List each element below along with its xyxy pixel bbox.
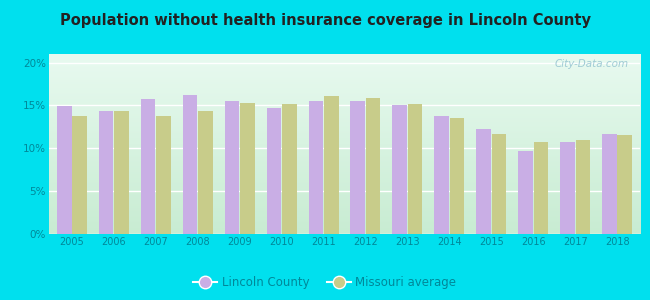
Bar — [225, 101, 239, 234]
Bar — [309, 101, 323, 234]
Bar — [491, 134, 506, 234]
Bar — [183, 95, 198, 234]
Bar — [156, 116, 171, 234]
Bar — [518, 151, 533, 234]
Bar — [198, 111, 213, 234]
Text: Population without health insurance coverage in Lincoln County: Population without health insurance cove… — [60, 14, 590, 28]
Bar — [282, 104, 296, 234]
Bar — [266, 108, 281, 234]
Bar — [366, 98, 380, 234]
Bar — [393, 105, 407, 234]
Bar — [476, 129, 491, 234]
Bar — [602, 134, 617, 234]
Bar — [141, 99, 155, 234]
Legend: Lincoln County, Missouri average: Lincoln County, Missouri average — [188, 272, 462, 294]
Bar — [534, 142, 548, 234]
Bar — [99, 111, 114, 234]
Bar — [114, 111, 129, 234]
Bar — [57, 106, 72, 234]
Bar — [618, 135, 632, 234]
Bar — [575, 140, 590, 234]
Bar — [240, 103, 255, 234]
Bar — [324, 96, 339, 234]
Bar — [350, 101, 365, 234]
Bar — [434, 116, 449, 234]
Bar — [72, 116, 87, 234]
Bar — [560, 142, 575, 234]
Text: City-Data.com: City-Data.com — [554, 59, 629, 69]
Bar — [408, 104, 422, 234]
Bar — [450, 118, 464, 234]
